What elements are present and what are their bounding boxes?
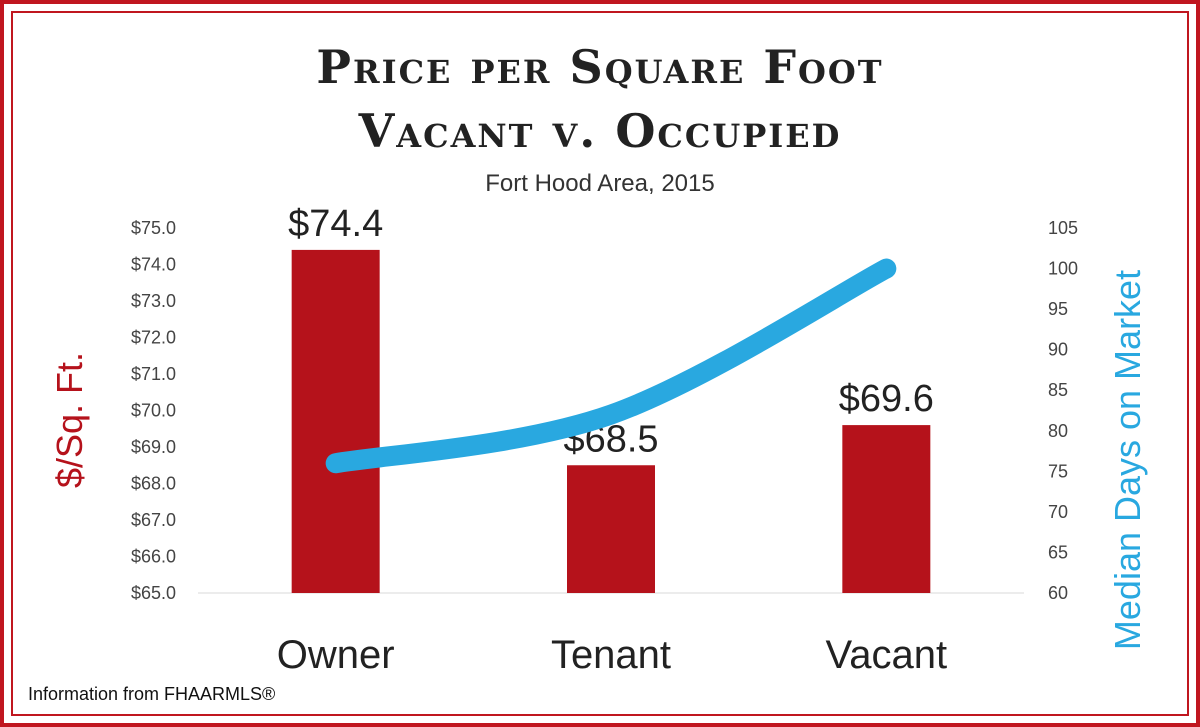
- bar-data-label: $69.6: [839, 378, 934, 420]
- y2-axis-title: Median Days on Market: [1107, 270, 1148, 650]
- y2-tick-label: 70: [1048, 502, 1068, 522]
- y2-tick-label: 90: [1048, 340, 1068, 360]
- x-category-label: Tenant: [551, 633, 671, 677]
- days-on-market-line: [325, 258, 897, 474]
- y-tick-label: $68.0: [131, 474, 176, 494]
- bar: [842, 425, 931, 593]
- y2-tick-label: 80: [1048, 421, 1068, 441]
- y2-tick-label: 60: [1048, 583, 1068, 603]
- y2-tick-label: 105: [1048, 218, 1078, 238]
- source-footnote: Information from FHAARMLS®: [28, 684, 276, 704]
- y-tick-label: $72.0: [131, 328, 176, 348]
- y2-tick-label: 65: [1048, 542, 1068, 562]
- y-tick-label: $75.0: [131, 218, 176, 238]
- x-category-label: Owner: [277, 633, 395, 677]
- y-tick-label: $66.0: [131, 547, 176, 567]
- y-tick-label: $69.0: [131, 437, 176, 457]
- y-tick-label: $65.0: [131, 583, 176, 603]
- bar: [291, 249, 380, 593]
- bar-data-label: $74.4: [288, 203, 383, 245]
- y2-tick-label: 100: [1048, 259, 1078, 279]
- y2-tick-label: 85: [1048, 380, 1068, 400]
- chart-title-line-2: Vacant v. Occupied: [358, 104, 842, 158]
- x-category-label: Vacant: [826, 633, 948, 677]
- chart-title-line-1: Price per Square Foot: [316, 40, 884, 94]
- y-tick-label: $74.0: [131, 255, 176, 275]
- y2-tick-label: 75: [1048, 461, 1068, 481]
- y-axis-title: $/Sq. Ft.: [49, 352, 90, 488]
- y-tick-label: $70.0: [131, 401, 176, 421]
- y-tick-label: $71.0: [131, 364, 176, 384]
- y2-tick-label: 95: [1048, 299, 1068, 319]
- y-tick-label: $67.0: [131, 510, 176, 530]
- y-tick-label: $73.0: [131, 291, 176, 311]
- chart-subtitle: Fort Hood Area, 2015: [485, 170, 715, 197]
- bar: [567, 465, 655, 593]
